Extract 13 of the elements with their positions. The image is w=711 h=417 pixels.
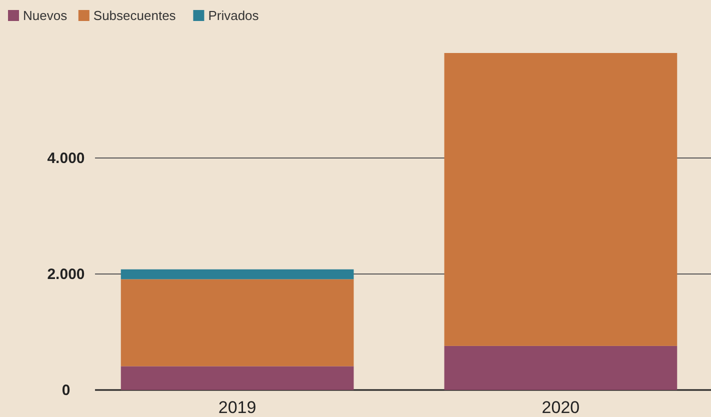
bar [444,53,678,346]
y-tick-label: 2.000 [47,266,85,283]
bar [120,279,354,366]
y-tick-label: 4.000 [47,150,85,167]
x-tick-label: 2020 [542,398,580,417]
bar [120,366,354,390]
legend-label: Nuevos [23,8,68,23]
bar [444,346,678,390]
legend-label: Privados [208,8,260,23]
bar [120,269,354,280]
x-tick-label: 2019 [218,398,256,417]
y-tick-label: 0 [62,382,70,399]
legend-label: Subsecuentes [93,8,176,23]
